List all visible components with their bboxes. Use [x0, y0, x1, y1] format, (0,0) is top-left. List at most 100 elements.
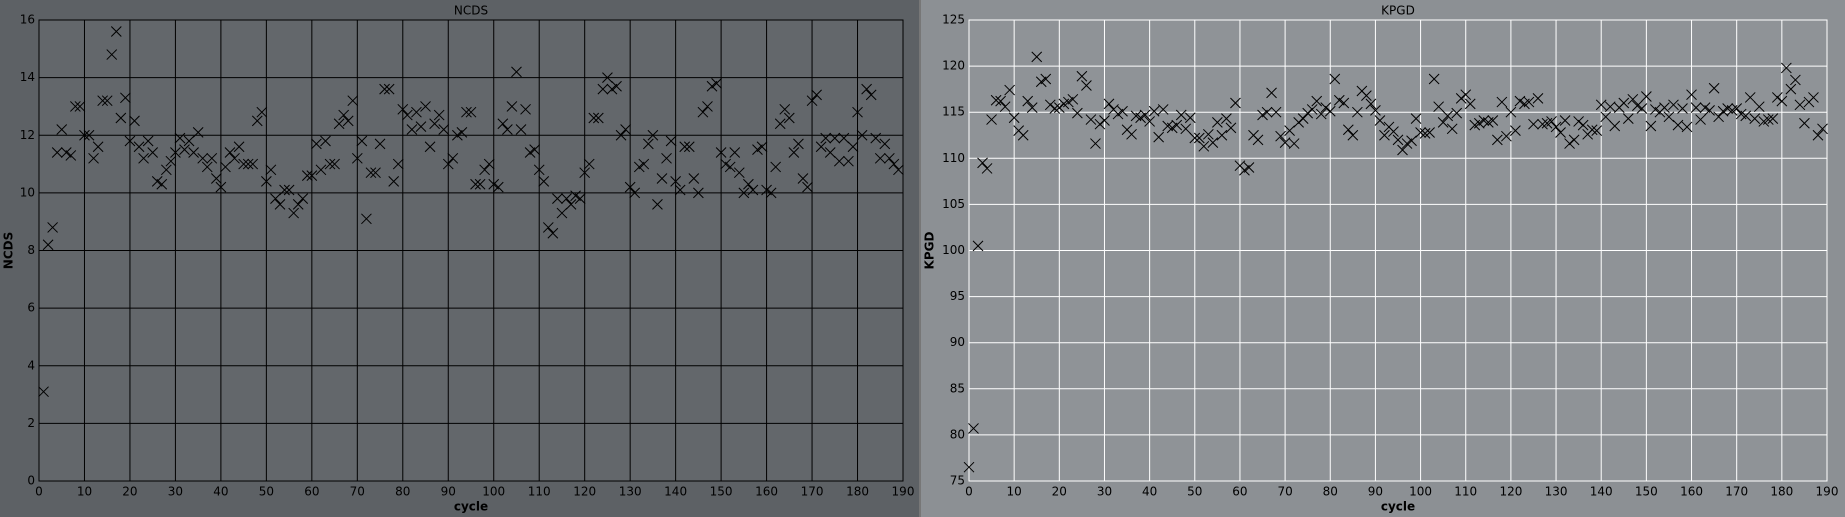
data-point [597, 83, 609, 95]
chart-panel: KPGD 75 80 85 90 95 100 105 110 115 120 125 0 10 20 30 4… [921, 0, 1845, 517]
data-point [1428, 73, 1440, 85]
data-point [356, 135, 368, 147]
x-tick-label: 50 [259, 485, 274, 499]
x-tick-label: 0 [965, 485, 973, 499]
data-point [1049, 103, 1061, 114]
data-point [1270, 106, 1282, 118]
data-point [1559, 115, 1571, 126]
data-point [670, 175, 681, 187]
data-point [515, 124, 527, 135]
data-point [165, 155, 177, 167]
y-tick-label: 110 [942, 151, 965, 165]
data-point [38, 386, 49, 398]
data-point [324, 158, 336, 170]
data-point [247, 158, 259, 170]
data-point [1555, 127, 1566, 138]
data-point [47, 222, 58, 233]
data-point [756, 141, 768, 153]
x-tick-label: 60 [304, 485, 319, 499]
x-tick-label: 40 [1142, 485, 1157, 499]
data-point [110, 26, 122, 37]
x-tick-label: 170 [801, 485, 824, 499]
data-point [647, 129, 659, 141]
x-tick-label: 170 [1725, 485, 1748, 499]
data-point [583, 158, 595, 170]
data-point [106, 49, 118, 60]
data-point [452, 129, 463, 141]
x-tick-label: 160 [755, 485, 778, 499]
x-tick-label: 120 [573, 485, 596, 499]
data-point [1184, 112, 1196, 124]
data-point [574, 193, 586, 204]
x-tick-label: 70 [350, 485, 365, 499]
data-point [1347, 129, 1359, 141]
data-point [1433, 101, 1444, 113]
data-point [1067, 93, 1079, 105]
x-tick-label: 40 [213, 485, 228, 499]
data-point [133, 141, 145, 153]
data-point [1171, 119, 1183, 131]
data-point [1221, 113, 1232, 125]
x-tick-label: 180 [1770, 485, 1793, 499]
data-point [995, 95, 1006, 107]
data-point [1532, 93, 1544, 104]
data-point [1505, 106, 1517, 118]
data-point [633, 161, 645, 173]
x-tick-label: 30 [1097, 485, 1112, 499]
data-point [874, 152, 886, 164]
x-tick-label: 0 [35, 485, 43, 499]
x-tick-label: 80 [395, 485, 410, 499]
chart-title: KPGD [1381, 4, 1415, 18]
data-point [83, 129, 95, 141]
data-point [447, 152, 459, 164]
data-point [383, 83, 395, 95]
data-point [972, 240, 984, 252]
data-point [70, 101, 81, 112]
data-point [1017, 129, 1029, 141]
x-axis-label: cycle [454, 500, 488, 514]
data-point [1175, 109, 1187, 121]
data-point [570, 190, 581, 202]
data-point [1455, 93, 1467, 104]
y-tick-label: 10 [20, 185, 35, 199]
data-point [1284, 125, 1295, 136]
y-tick-label: 80 [950, 427, 965, 441]
data-point [1388, 126, 1399, 137]
data-point [492, 181, 504, 193]
data-point [79, 129, 90, 141]
data-point [483, 158, 495, 170]
data-point [1419, 128, 1431, 139]
x-tick-label: 110 [528, 485, 551, 499]
data-point [333, 118, 345, 130]
data-point [538, 175, 550, 187]
x-tick-label: 190 [1816, 485, 1839, 499]
data-point [1198, 140, 1210, 152]
data-point [1528, 118, 1539, 130]
data-point [1261, 106, 1273, 118]
data-point [420, 101, 431, 112]
data-point [579, 167, 591, 179]
data-point [1275, 130, 1286, 142]
data-point [1031, 51, 1043, 63]
data-point [1446, 123, 1458, 135]
data-point [51, 147, 63, 158]
data-point [743, 178, 754, 190]
data-point [1306, 104, 1318, 115]
data-point [1781, 62, 1792, 74]
x-axis-label: cycle [1381, 500, 1415, 514]
data-point [833, 155, 845, 167]
x-tick-label: 160 [1680, 485, 1703, 499]
data-point [1126, 128, 1137, 140]
data-point [811, 89, 822, 101]
data-point [74, 101, 86, 112]
data-point [738, 187, 750, 199]
data-point [1361, 90, 1372, 101]
y-tick-label: 8 [27, 243, 35, 257]
data-point [1636, 103, 1648, 114]
data-point [1790, 74, 1801, 86]
data-point [815, 141, 827, 153]
data-point [861, 83, 872, 95]
data-point [442, 158, 454, 170]
data-point [615, 129, 627, 141]
data-point [438, 124, 450, 135]
